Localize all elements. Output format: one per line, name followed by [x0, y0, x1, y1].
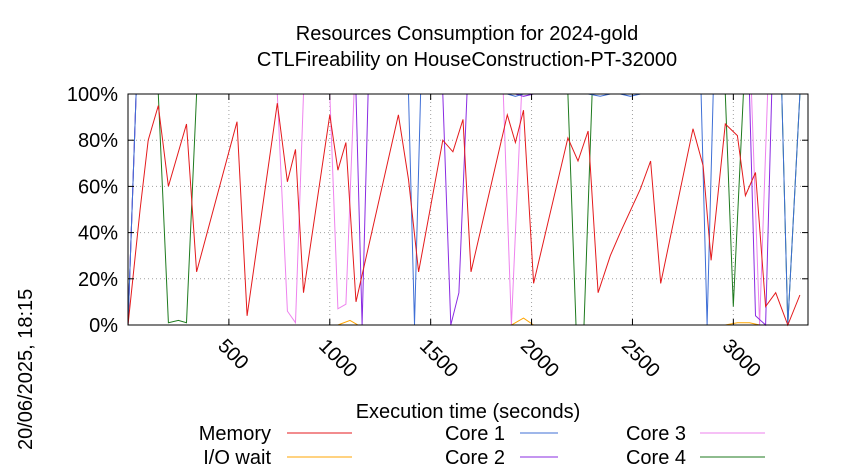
x-tick-label: 2500	[617, 335, 664, 382]
series-line-core-1	[127, 93, 801, 326]
legend-label-memory: Memory	[199, 423, 271, 445]
x-axis-label: Execution time (seconds)	[356, 401, 581, 423]
legend-label-core-4: Core 4	[626, 447, 686, 469]
chart-subtitle: CTLFireability on HouseConstruction-PT-3…	[257, 49, 677, 71]
y-tick-label: 80%	[78, 130, 118, 152]
legend-label-core-1: Core 1	[445, 423, 505, 445]
x-tick-label: 1000	[314, 335, 361, 382]
y-tick-label: 20%	[78, 269, 118, 291]
y-tick-label: 100%	[67, 84, 118, 106]
x-tick-label: 3000	[718, 335, 765, 382]
legend-label-core-2: Core 2	[445, 447, 505, 469]
x-tick-label: 500	[213, 335, 252, 374]
chart-title: Resources Consumption for 2024-gold	[296, 23, 638, 45]
y-tick-label: 0%	[89, 315, 118, 337]
timestamp: 20/06/2025, 18:15	[15, 289, 37, 450]
series-line-core-3	[127, 93, 800, 326]
legend-label-i-o-wait: I/O wait	[203, 447, 271, 469]
series-line-i-o-wait	[128, 317, 800, 326]
x-tick-label: 1500	[415, 335, 462, 382]
legend-label-core-3: Core 3	[626, 423, 686, 445]
plot-frame	[127, 93, 809, 326]
y-tick-label: 40%	[78, 223, 118, 245]
x-tick-label: 2000	[516, 335, 563, 382]
y-tick-label: 60%	[78, 176, 118, 198]
series-line-memory	[127, 103, 801, 327]
grid	[128, 94, 808, 325]
